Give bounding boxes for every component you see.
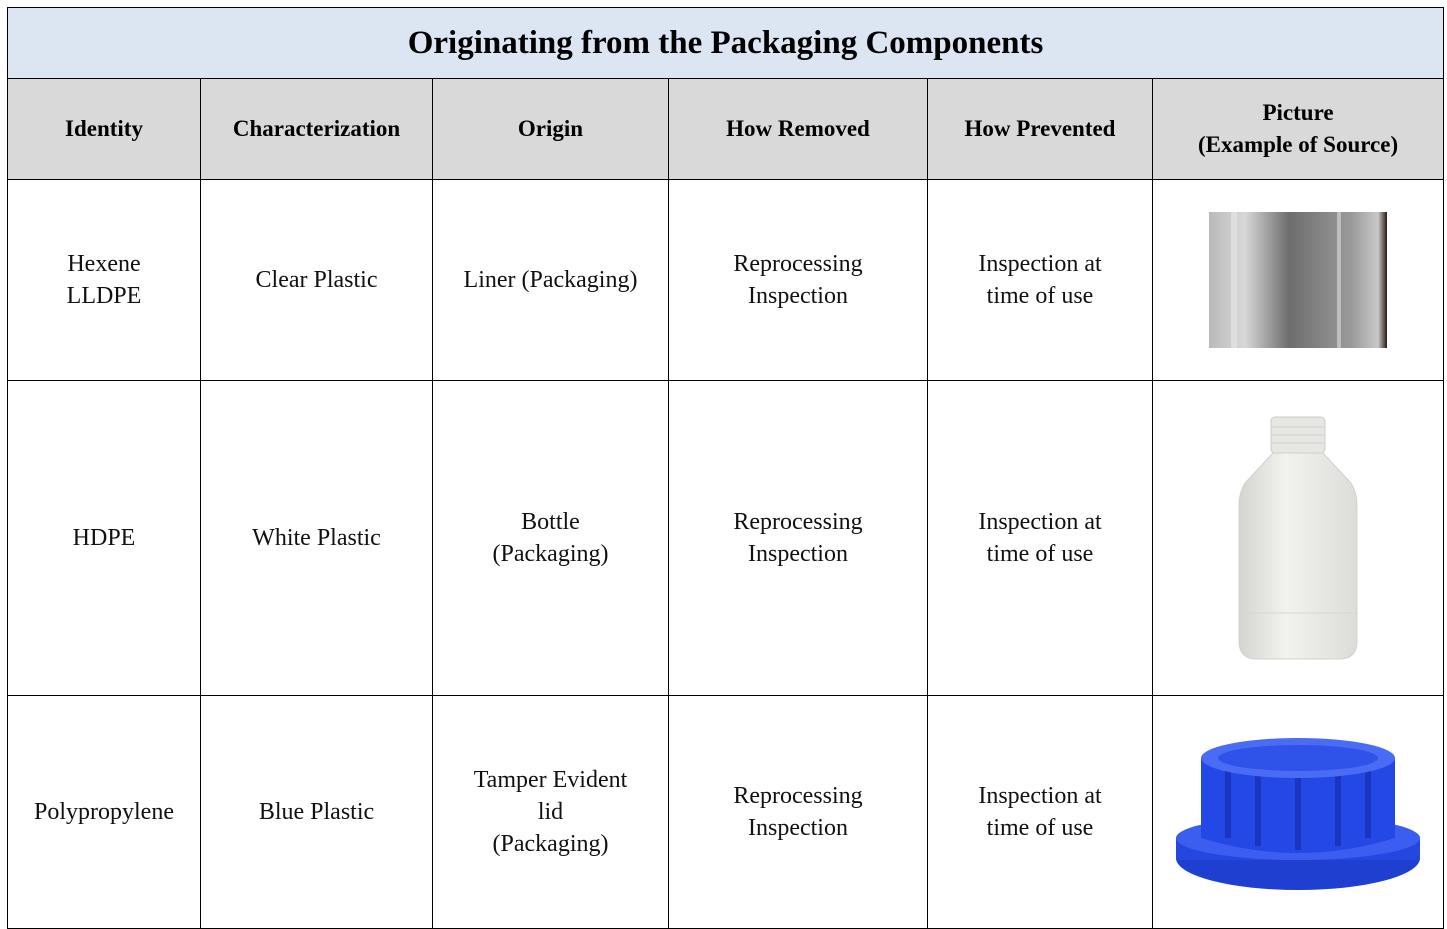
picture-cell <box>1151 380 1445 696</box>
cell: Liner (Packaging) <box>432 179 669 381</box>
cell: HDPE <box>7 380 201 696</box>
packaging-table: Originating from the Packaging Component… <box>6 7 1445 929</box>
cell: Reprocessing Inspection <box>668 695 928 929</box>
cell: White Plastic <box>200 380 433 696</box>
cell: Hexene LLDPE <box>7 179 201 381</box>
header-cell: Characterization <box>200 78 433 180</box>
header-cell: Picture (Example of Source) <box>1151 78 1445 180</box>
page: Originating from the Packaging Component… <box>6 7 1445 929</box>
picture-cell <box>1151 695 1445 929</box>
header-cell: How Removed <box>668 78 928 180</box>
cell: Clear Plastic <box>200 179 433 381</box>
header-cell: How Prevented <box>927 78 1153 180</box>
liner-picture <box>1209 212 1388 348</box>
bottle-picture <box>1238 416 1358 660</box>
header-cell: Origin <box>432 78 669 180</box>
cell: Polypropylene <box>7 695 201 929</box>
cell: Reprocessing Inspection <box>668 380 928 696</box>
cell: Inspection at time of use <box>927 380 1153 696</box>
cell: Tamper Evident lid (Packaging) <box>432 695 669 929</box>
lid-picture <box>1176 738 1421 890</box>
picture-cell <box>1151 179 1445 381</box>
header-cell: Identity <box>7 78 201 180</box>
cell: Reprocessing Inspection <box>668 179 928 381</box>
cell: Inspection at time of use <box>927 695 1153 929</box>
cell: Bottle (Packaging) <box>432 380 669 696</box>
cell: Blue Plastic <box>200 695 433 929</box>
table-title: Originating from the Packaging Component… <box>6 7 1445 79</box>
cell: Inspection at time of use <box>927 179 1153 381</box>
